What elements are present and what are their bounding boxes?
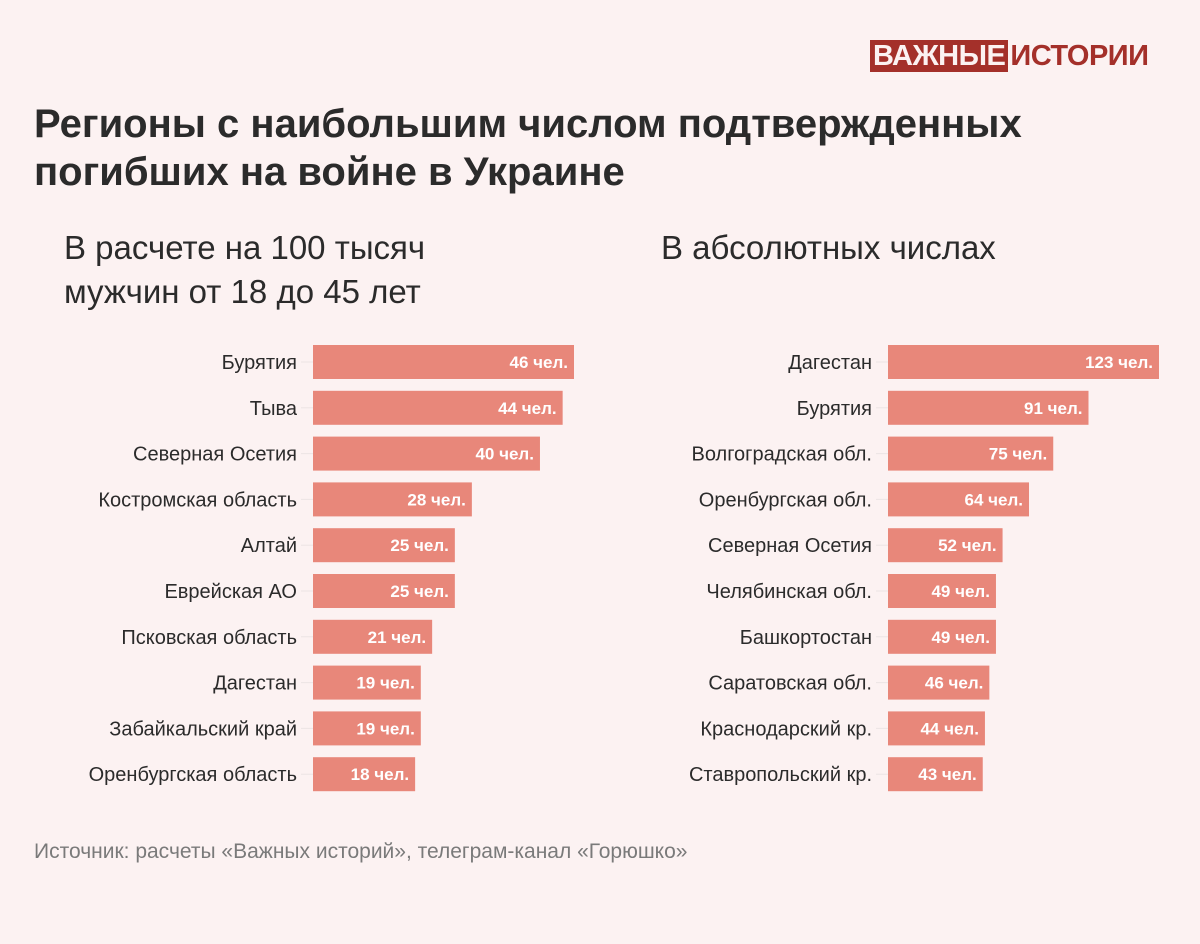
right-chart-category-label: Бурятия [797, 398, 872, 420]
left-subtitle-line-1: В расчете на 100 тысяч [64, 229, 426, 266]
logo-part-2: ИСТОРИИ [1010, 39, 1149, 72]
right-chart-value-label: 43 чел. [918, 765, 976, 784]
right-chart-bar [888, 390, 1089, 425]
right-chart-bar [888, 665, 990, 700]
left-chart-subtitle: В расчете на 100 тысяч мужчин от 18 до 4… [64, 226, 544, 314]
right-chart-category-label: Северная Осетия [708, 535, 872, 557]
left-chart-bar [313, 619, 433, 654]
right-subtitle-line-1: В абсолютных числах [661, 229, 996, 266]
right-bar-chart: Дагестан 123 чел. Бурятия 91 чел. Волгоградс… [689, 345, 1159, 792]
left-chart-value-label: 28 чел. [407, 490, 465, 509]
right-chart-category-label: Челябинская обл. [706, 581, 872, 603]
right-chart-category-label: Башкортостан [740, 627, 872, 649]
right-chart-category-label: Оренбургская обл. [699, 489, 872, 511]
left-chart-category-label: Бурятия [222, 352, 297, 374]
left-chart-value-label: 46 чел. [510, 353, 568, 372]
right-chart-value-label: 64 чел. [965, 490, 1023, 509]
left-chart-value-label: 18 чел. [351, 765, 409, 784]
left-chart-category-label: Северная Осетия [133, 444, 297, 466]
right-chart-category-label: Саратовская обл. [708, 673, 872, 695]
left-chart-category-label: Оренбургская область [89, 764, 297, 786]
source-note: Источник: расчеты «Важных историй», теле… [34, 840, 688, 863]
right-chart-bar [888, 345, 1159, 379]
left-chart-value-label: 19 чел. [356, 674, 414, 693]
left-chart-bar [313, 436, 540, 471]
left-chart-category-label: Забайкальский край [109, 718, 297, 740]
right-chart-value-label: 49 чел. [931, 628, 989, 647]
left-chart-category-label: Алтай [241, 535, 297, 557]
left-subtitle-line-2: мужчин от 18 до 45 лет [64, 273, 421, 310]
left-chart-category-label: Тыва [250, 398, 298, 420]
right-chart-value-label: 123 чел. [1085, 353, 1153, 372]
left-chart-bar [313, 390, 563, 425]
right-chart-category-label: Дагестан [788, 352, 872, 374]
left-chart-category-label: Костромская область [98, 489, 297, 511]
right-chart-bar [888, 436, 1054, 471]
left-chart-value-label: 21 чел. [368, 628, 426, 647]
right-chart-value-label: 46 чел. [925, 674, 983, 693]
right-chart-value-label: 91 чел. [1024, 399, 1082, 418]
left-chart-bar [313, 482, 472, 517]
chart-title-line-1: Регионы с наибольшим числом подтвержденн… [34, 102, 1022, 146]
left-chart-category-label: Дагестан [213, 673, 297, 695]
left-chart-bar [313, 528, 455, 563]
right-chart-bar [888, 528, 1003, 563]
right-chart-category-label: Ставропольский кр. [689, 764, 872, 786]
right-chart-subtitle: В абсолютных числах [661, 226, 1161, 270]
chart-title: Регионы с наибольшим числом подтвержденн… [34, 100, 1174, 196]
left-bar-chart: Бурятия 46 чел. Тыва 44 чел. Северная Осетия… [89, 345, 574, 792]
right-chart-category-label: Краснодарский кр. [700, 718, 872, 740]
left-chart-bar [313, 665, 421, 700]
right-chart-bar [888, 482, 1030, 517]
right-chart-bar [888, 757, 983, 792]
right-chart-value-label: 52 чел. [938, 536, 996, 555]
right-chart-value-label: 44 чел. [920, 719, 978, 738]
left-chart-bar [313, 757, 416, 792]
left-chart-value-label: 25 чел. [390, 536, 448, 555]
left-chart-bar [313, 345, 574, 379]
logo-part-1: ВАЖНЫЕ [870, 40, 1009, 72]
left-chart-value-label: 44 чел. [498, 399, 556, 418]
right-chart-bar [888, 711, 985, 746]
left-chart-value-label: 19 чел. [356, 719, 414, 738]
left-chart-value-label: 25 чел. [390, 582, 448, 601]
right-chart-category-label: Волгоградская обл. [692, 444, 873, 466]
left-chart-category-label: Еврейская АО [164, 581, 297, 603]
right-chart-bar [888, 574, 996, 608]
left-chart-bar [313, 574, 455, 608]
brand-logo: ВАЖНЫЕ ИСТОРИИ [870, 40, 1149, 72]
left-chart-value-label: 40 чел. [475, 445, 533, 464]
right-chart-bar [888, 619, 996, 654]
right-chart-value-label: 75 чел. [989, 445, 1047, 464]
left-chart-category-label: Псковская область [121, 627, 297, 649]
right-chart-value-label: 49 чел. [931, 582, 989, 601]
chart-title-line-2: погибших на войне в Украине [34, 150, 625, 194]
left-chart-bar [313, 711, 421, 746]
